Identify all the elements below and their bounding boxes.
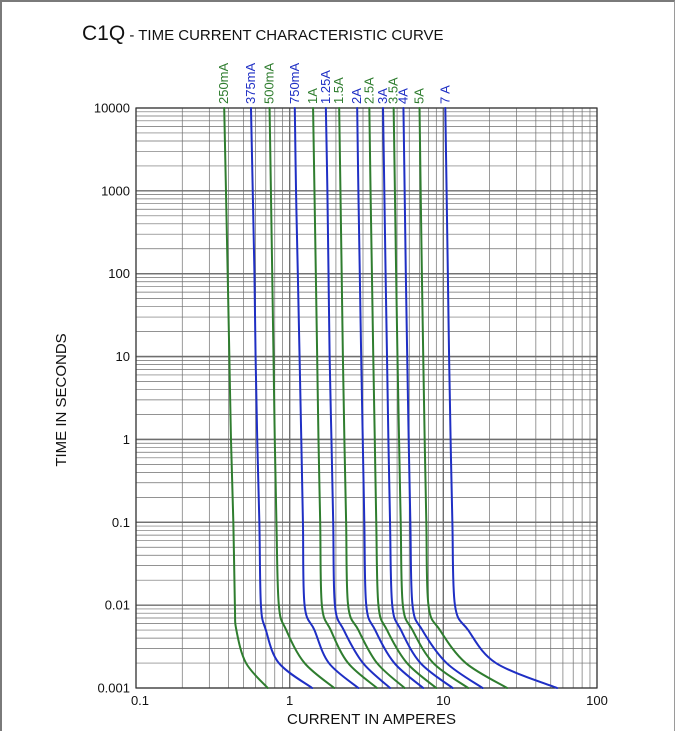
series-line-375ma [249, 107, 314, 689]
series-label: 2.5A [361, 77, 376, 104]
chart-title: C1Q - TIME CURRENT CHARACTERISTIC CURVE [82, 22, 444, 46]
y-axis-label: TIME IN SECONDS [53, 333, 70, 466]
series-line-3a [382, 107, 454, 689]
series-label: 250mA [216, 62, 231, 104]
series-line-3_5a [392, 107, 470, 689]
series-line-7a [444, 107, 559, 689]
series-line-750ma [293, 107, 360, 689]
series-line-500ma [268, 107, 336, 689]
series-label: 7 A [437, 85, 452, 104]
chart-title-prefix: C1Q [82, 22, 126, 45]
series-label: 2A [349, 88, 364, 104]
series-label: 1.25A [318, 70, 333, 104]
series-label: 500mA [262, 62, 277, 104]
y-tick-label: 10000 [94, 101, 130, 116]
series-line-1a [312, 107, 378, 689]
y-tick-label: 0.1 [112, 515, 130, 530]
series-label: 375mA [243, 62, 258, 104]
series-label: 4A [395, 88, 410, 104]
series-layer [223, 107, 559, 689]
x-tick-label: 10 [436, 693, 450, 708]
plot-border [135, 107, 598, 689]
series-line-1_5a [338, 107, 406, 689]
x-tick-label: 1 [286, 693, 293, 708]
x-tick-label: 0.1 [131, 693, 149, 708]
y-tick-label: 10 [116, 349, 130, 364]
y-tick-label: 100 [108, 266, 130, 281]
series-label: 1.5A [331, 77, 346, 104]
x-axis-label: CURRENT IN AMPERES [287, 711, 456, 728]
series-line-4a [402, 107, 484, 689]
series-line-2_5a [368, 107, 438, 689]
chart-title-rest: - TIME CURRENT CHARACTERISTIC CURVE [125, 27, 444, 44]
series-line-2a [356, 107, 425, 689]
series-label: 3.5A [386, 77, 401, 104]
y-tick-label: 1000 [101, 183, 130, 198]
series-line-250ma [223, 107, 269, 689]
series-line-1_25a [324, 107, 392, 689]
y-tick-label: 0.01 [105, 598, 130, 613]
series-label: 750mA [287, 62, 302, 104]
y-tick-label: 1 [123, 432, 130, 447]
series-line-5a [418, 107, 509, 689]
y-tick-label: 0.001 [97, 681, 130, 696]
x-tick-label: 100 [586, 693, 608, 708]
series-label: 1A [305, 88, 320, 104]
series-label: 3A [375, 88, 390, 104]
series-label: 5A [412, 88, 427, 104]
